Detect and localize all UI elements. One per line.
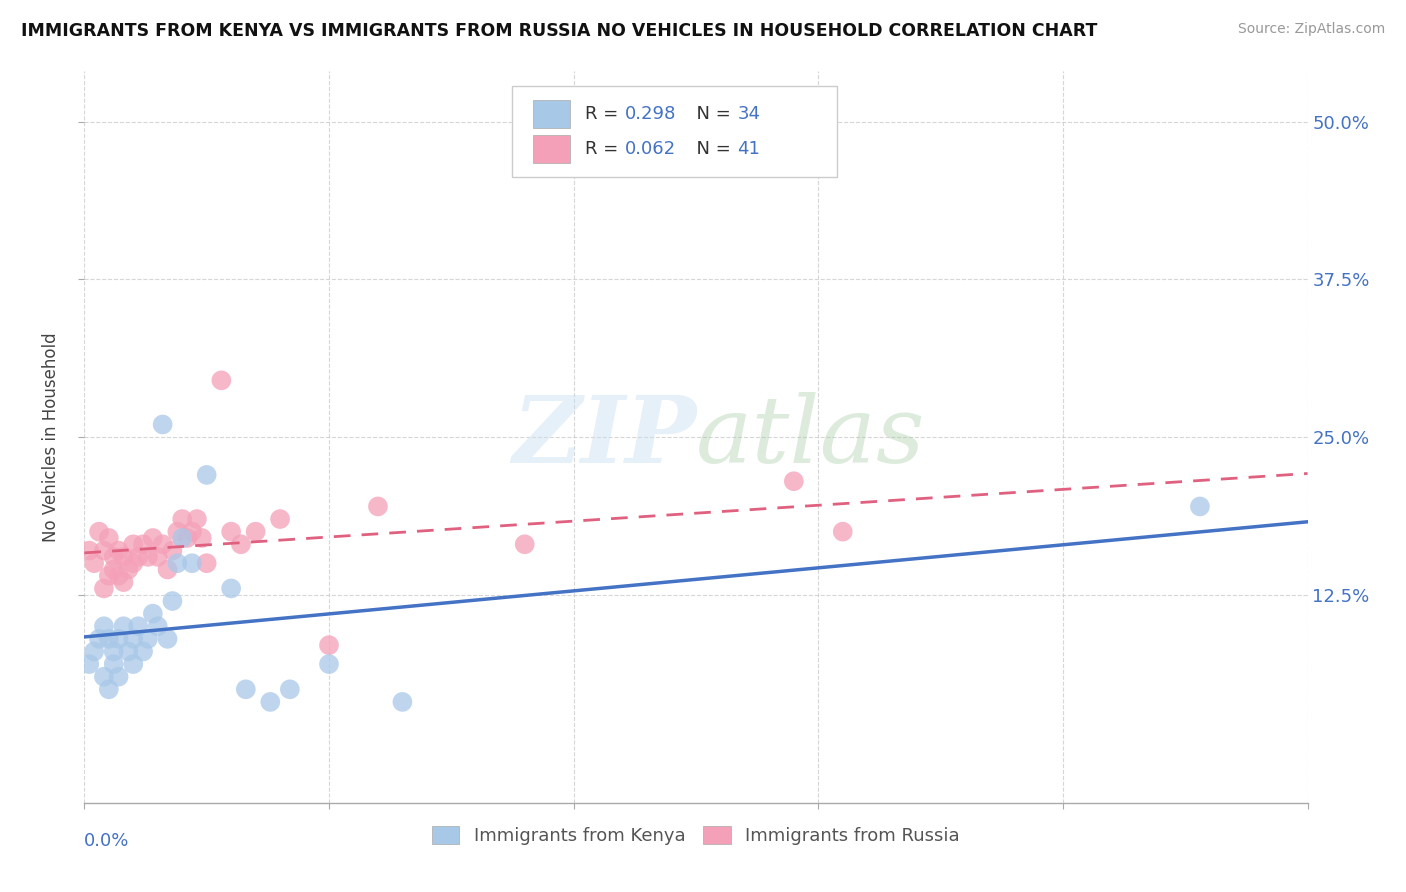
Point	[103, 657, 125, 671]
Point	[195, 556, 218, 570]
Point	[195, 467, 218, 482]
Point	[97, 569, 120, 583]
Point	[209, 373, 232, 387]
Point	[181, 524, 204, 539]
Point	[219, 524, 242, 539]
Point	[97, 632, 120, 646]
Text: IMMIGRANTS FROM KENYA VS IMMIGRANTS FROM RUSSIA NO VEHICLES IN HOUSEHOLD CORRELA: IMMIGRANTS FROM KENYA VS IMMIGRANTS FROM…	[21, 22, 1098, 40]
Point	[166, 524, 188, 539]
Text: 0.0%: 0.0%	[84, 832, 129, 850]
Point	[97, 531, 120, 545]
Point	[172, 531, 194, 545]
Point	[87, 632, 110, 646]
FancyBboxPatch shape	[533, 135, 569, 163]
Point	[162, 594, 184, 608]
Point	[107, 632, 129, 646]
Point	[219, 582, 242, 596]
Point	[93, 543, 115, 558]
Point	[783, 474, 806, 488]
Point	[77, 657, 100, 671]
Point	[136, 632, 159, 646]
Point	[127, 549, 149, 564]
Point	[229, 537, 252, 551]
Point	[87, 524, 110, 539]
Point	[318, 657, 340, 671]
Point	[513, 537, 536, 551]
Text: N =: N =	[685, 104, 737, 123]
Text: Source: ZipAtlas.com: Source: ZipAtlas.com	[1237, 22, 1385, 37]
Point	[235, 682, 257, 697]
Point	[156, 562, 179, 576]
Point	[166, 556, 188, 570]
Point	[136, 549, 159, 564]
Text: R =: R =	[585, 104, 624, 123]
Point	[156, 632, 179, 646]
Point	[142, 607, 165, 621]
Point	[117, 562, 139, 576]
Point	[112, 575, 135, 590]
Point	[831, 524, 853, 539]
Text: 0.062: 0.062	[626, 140, 676, 158]
Point	[142, 531, 165, 545]
Text: atlas: atlas	[696, 392, 925, 482]
Point	[112, 619, 135, 633]
Point	[152, 417, 174, 432]
Text: 34: 34	[738, 104, 761, 123]
Point	[146, 549, 169, 564]
Point	[83, 644, 105, 658]
Point	[122, 537, 145, 551]
Point	[93, 582, 115, 596]
Text: ZIP: ZIP	[512, 392, 696, 482]
Point	[152, 537, 174, 551]
Point	[259, 695, 281, 709]
Point	[172, 512, 194, 526]
Point	[97, 682, 120, 697]
Point	[93, 670, 115, 684]
Point	[103, 562, 125, 576]
Point	[122, 556, 145, 570]
Point	[186, 512, 208, 526]
Point	[103, 549, 125, 564]
Point	[132, 644, 155, 658]
Point	[122, 657, 145, 671]
Legend: Immigrants from Kenya, Immigrants from Russia: Immigrants from Kenya, Immigrants from R…	[425, 819, 967, 852]
Text: 0.298: 0.298	[626, 104, 676, 123]
Point	[107, 543, 129, 558]
Text: N =: N =	[685, 140, 737, 158]
FancyBboxPatch shape	[533, 100, 569, 128]
Point	[93, 619, 115, 633]
Point	[83, 556, 105, 570]
Point	[132, 537, 155, 551]
Point	[278, 682, 301, 697]
Point	[77, 543, 100, 558]
FancyBboxPatch shape	[513, 86, 837, 178]
Text: R =: R =	[585, 140, 624, 158]
Point	[269, 512, 291, 526]
Point	[176, 531, 198, 545]
Y-axis label: No Vehicles in Household: No Vehicles in Household	[42, 332, 60, 542]
Point	[117, 644, 139, 658]
Point	[245, 524, 267, 539]
Point	[318, 638, 340, 652]
Point	[112, 549, 135, 564]
Point	[127, 619, 149, 633]
Point	[391, 695, 413, 709]
Point	[122, 632, 145, 646]
Text: 41: 41	[738, 140, 761, 158]
Point	[107, 670, 129, 684]
Point	[181, 556, 204, 570]
Point	[1188, 500, 1211, 514]
Point	[103, 644, 125, 658]
Point	[162, 543, 184, 558]
Point	[367, 500, 389, 514]
Point	[191, 531, 214, 545]
Point	[146, 619, 169, 633]
Point	[107, 569, 129, 583]
